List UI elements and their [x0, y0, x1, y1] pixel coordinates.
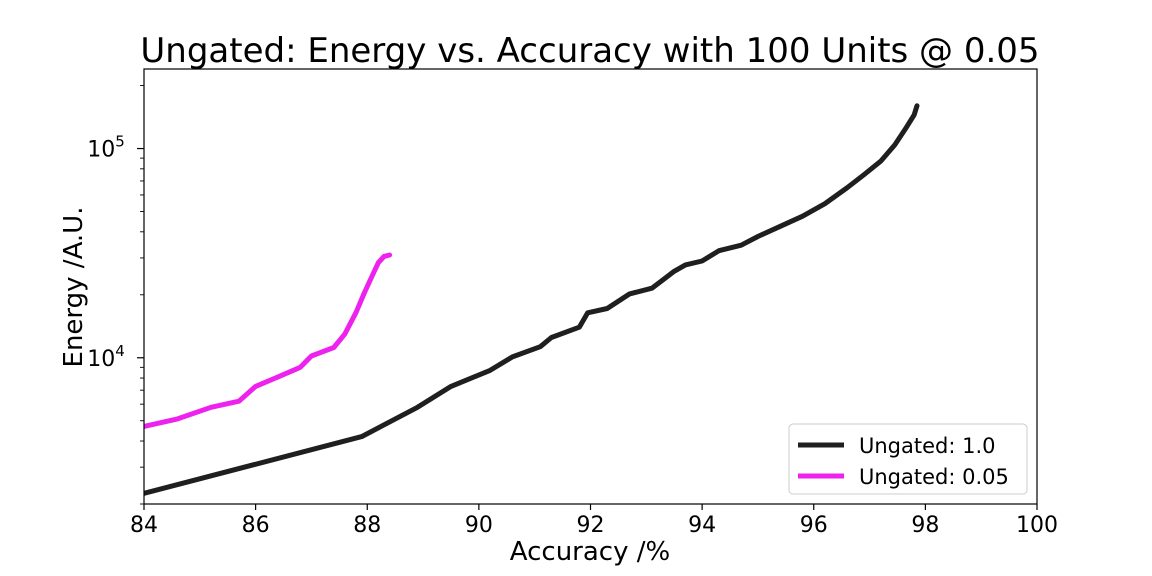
legend-label-0: Ungated: 1.0 [859, 434, 996, 458]
x-tick-label: 92 [577, 513, 605, 538]
x-tick-label: 84 [130, 513, 158, 538]
legend-box [788, 423, 1028, 495]
x-axis: 84 86 88 90 92 94 96 98 100 [130, 504, 1058, 538]
y-tick-label: 105 [87, 133, 125, 163]
y-axis: 104 105 [87, 85, 144, 505]
x-tick-label: 96 [800, 513, 828, 538]
x-axis-label: Accuracy /% [510, 537, 670, 567]
chart-title: Ungated: Energy vs. Accuracy with 100 Un… [140, 31, 1039, 71]
x-tick-label: 98 [911, 513, 939, 538]
legend: Ungated: 1.0 Ungated: 0.05 [788, 423, 1028, 495]
y-axis-label: Energy /A.U. [59, 207, 89, 368]
y-tick-label: 104 [87, 342, 125, 372]
series-line-1 [144, 252, 393, 429]
series-lines [144, 103, 920, 496]
x-tick-label: 94 [688, 513, 716, 538]
x-tick-label: 90 [465, 513, 493, 538]
legend-label-1: Ungated: 0.05 [859, 465, 1009, 489]
series-line-0 [144, 103, 920, 496]
x-tick-label: 86 [242, 513, 270, 538]
x-tick-label: 88 [353, 513, 381, 538]
x-tick-label: 100 [1016, 513, 1058, 538]
